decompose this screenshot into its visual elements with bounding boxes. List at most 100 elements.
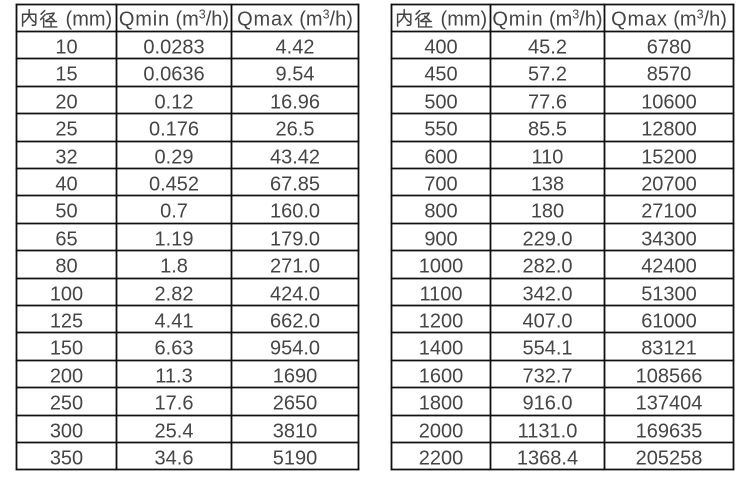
svg-text:108566: 108566: [636, 365, 703, 387]
svg-text:85.5: 85.5: [528, 118, 567, 140]
svg-text:1.8: 1.8: [160, 255, 188, 277]
svg-text:200: 200: [50, 365, 83, 387]
svg-text:65: 65: [55, 228, 77, 250]
svg-text:1400: 1400: [419, 337, 464, 359]
svg-text:600: 600: [424, 146, 457, 168]
svg-text:500: 500: [424, 91, 457, 113]
svg-text:15200: 15200: [641, 146, 697, 168]
svg-text:32: 32: [55, 146, 77, 168]
svg-text:26.5: 26.5: [276, 118, 315, 140]
svg-text:1368.4: 1368.4: [517, 447, 578, 469]
svg-text:0.12: 0.12: [155, 91, 194, 113]
svg-text:Qmax (m3/h): Qmax (m3/h): [611, 7, 727, 30]
svg-text:25.4: 25.4: [155, 420, 194, 442]
svg-text:282.0: 282.0: [522, 255, 572, 277]
svg-text:0.176: 0.176: [149, 118, 199, 140]
svg-text:27100: 27100: [641, 200, 697, 222]
svg-text:424.0: 424.0: [270, 283, 320, 305]
svg-text:138: 138: [531, 173, 564, 195]
svg-text:0.0283: 0.0283: [143, 36, 204, 58]
svg-text:550: 550: [424, 118, 457, 140]
svg-text:43.42: 43.42: [270, 146, 320, 168]
svg-text:1800: 1800: [419, 392, 464, 414]
svg-text:1200: 1200: [419, 310, 464, 332]
svg-text:800: 800: [424, 200, 457, 222]
svg-text:34300: 34300: [641, 228, 697, 250]
svg-text:1100: 1100: [419, 283, 462, 305]
svg-text:Qmin (m3/h): Qmin (m3/h): [119, 7, 229, 30]
svg-text:350: 350: [50, 447, 83, 469]
svg-text:169635: 169635: [636, 420, 703, 442]
svg-text:110: 110: [532, 146, 564, 168]
svg-text:125: 125: [50, 310, 83, 332]
svg-text:1600: 1600: [419, 365, 464, 387]
svg-text:900: 900: [424, 228, 457, 250]
svg-text:300: 300: [50, 420, 83, 442]
svg-text:Qmax (m3/h): Qmax (m3/h): [237, 7, 353, 30]
svg-text:2000: 2000: [419, 420, 464, 442]
svg-text:2200: 2200: [419, 447, 464, 469]
svg-text:4.41: 4.41: [155, 310, 194, 332]
svg-text:179.0: 179.0: [270, 228, 320, 250]
svg-text:80: 80: [55, 255, 77, 277]
svg-text:205258: 205258: [636, 447, 703, 469]
svg-text:(mm): (mm): [435, 8, 487, 30]
svg-text:50: 50: [55, 200, 77, 222]
svg-text:4.42: 4.42: [276, 36, 315, 58]
svg-text:10600: 10600: [641, 91, 697, 113]
svg-text:1.19: 1.19: [155, 228, 194, 250]
svg-text:25: 25: [55, 118, 77, 140]
svg-text:0.29: 0.29: [155, 146, 194, 168]
svg-text:1690: 1690: [273, 365, 318, 387]
svg-text:5190: 5190: [273, 447, 318, 469]
svg-text:662.0: 662.0: [270, 310, 320, 332]
svg-text:2.82: 2.82: [155, 283, 194, 305]
svg-text:61000: 61000: [641, 310, 697, 332]
svg-text:450: 450: [424, 63, 457, 85]
svg-text:77.6: 77.6: [528, 91, 567, 113]
svg-text:0.452: 0.452: [149, 173, 199, 195]
svg-text:1000: 1000: [419, 255, 464, 277]
svg-text:160.0: 160.0: [270, 200, 320, 222]
svg-text:(mm): (mm): [60, 8, 112, 30]
svg-text:250: 250: [50, 392, 83, 414]
svg-text:554.1: 554.1: [522, 337, 572, 359]
svg-text:0.0636: 0.0636: [143, 63, 204, 85]
svg-text:400: 400: [424, 36, 457, 58]
svg-text:700: 700: [424, 173, 457, 195]
svg-text:Qmin (m3/h): Qmin (m3/h): [492, 7, 602, 30]
svg-text:8570: 8570: [647, 63, 692, 85]
svg-text:15: 15: [55, 63, 77, 85]
svg-text:17.6: 17.6: [155, 392, 194, 414]
svg-text:51300: 51300: [641, 283, 697, 305]
svg-text:20: 20: [55, 91, 77, 113]
svg-text:6780: 6780: [647, 36, 692, 58]
svg-text:100: 100: [50, 283, 83, 305]
svg-text:45.2: 45.2: [528, 36, 567, 58]
svg-text:42400: 42400: [641, 255, 697, 277]
svg-text:407.0: 407.0: [522, 310, 572, 332]
svg-text:6.63: 6.63: [155, 337, 194, 359]
svg-text:180: 180: [531, 200, 564, 222]
svg-text:1131.0: 1131.0: [518, 420, 578, 442]
svg-text:732.7: 732.7: [522, 365, 572, 387]
svg-text:137404: 137404: [636, 392, 703, 414]
svg-text:67.85: 67.85: [270, 173, 320, 195]
svg-text:954.0: 954.0: [270, 337, 320, 359]
svg-text:83121: 83121: [641, 337, 697, 359]
svg-text:16.96: 16.96: [270, 91, 320, 113]
svg-text:10: 10: [55, 36, 77, 58]
svg-text:9.54: 9.54: [276, 63, 315, 85]
svg-text:11.3: 11.3: [155, 365, 192, 387]
svg-text:20700: 20700: [641, 173, 697, 195]
svg-text:229.0: 229.0: [522, 228, 572, 250]
svg-text:34.6: 34.6: [155, 447, 194, 469]
svg-text:0.7: 0.7: [160, 200, 188, 222]
svg-text:40: 40: [55, 173, 77, 195]
svg-text:342.0: 342.0: [522, 283, 572, 305]
svg-text:271.0: 271.0: [270, 255, 320, 277]
svg-text:150: 150: [50, 337, 83, 359]
svg-text:3810: 3810: [273, 420, 318, 442]
svg-text:2650: 2650: [273, 392, 318, 414]
svg-text:57.2: 57.2: [528, 63, 567, 85]
